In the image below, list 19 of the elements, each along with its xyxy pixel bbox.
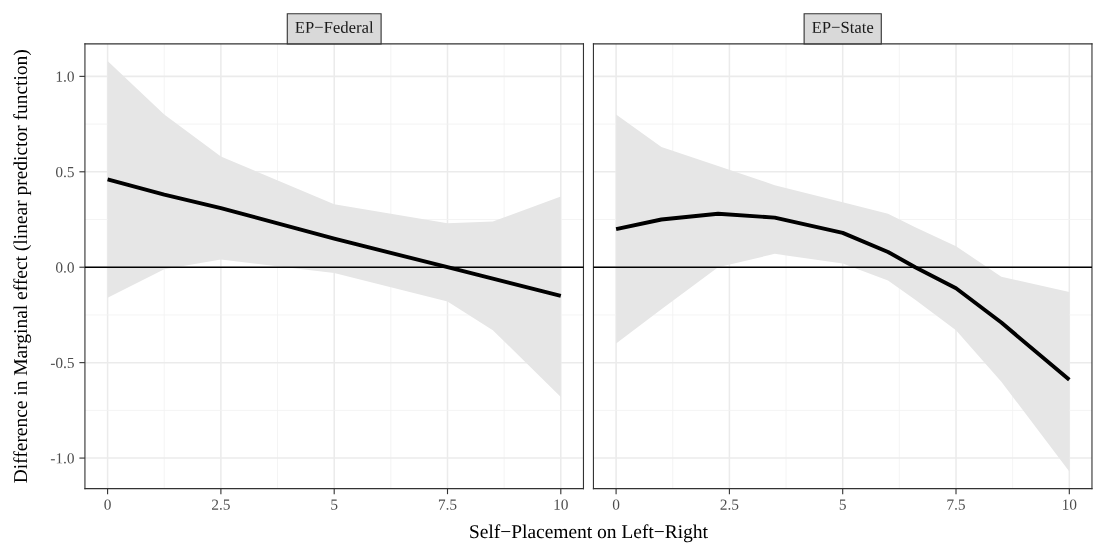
x-tick-label: 0 bbox=[104, 499, 111, 510]
chart-title: EP−State bbox=[812, 21, 874, 33]
x-tick-label: 5 bbox=[331, 499, 338, 510]
y-tick-label: 0.0 bbox=[56, 262, 74, 273]
chart-title: EP−Federal bbox=[295, 21, 374, 33]
y-tick-label: 0.5 bbox=[56, 166, 74, 178]
x-tick-label: 2.5 bbox=[720, 499, 739, 510]
y-axis-title: Difference in Marginal effect (linear predictor function) bbox=[13, 50, 32, 483]
x-tick-label: 2.5 bbox=[212, 499, 230, 510]
x-tick-label: 7.5 bbox=[438, 499, 457, 510]
x-tick-label: 10 bbox=[554, 499, 568, 510]
x-tick-label: 7.5 bbox=[947, 499, 965, 510]
x-tick-label: 5 bbox=[839, 499, 846, 510]
x-tick-label: 10 bbox=[1063, 499, 1077, 510]
x-tick-label: 0 bbox=[612, 499, 620, 510]
y-tick-label: 1.0 bbox=[56, 71, 74, 82]
y-tick-label: -1.0 bbox=[50, 453, 74, 464]
x-axis-title: Self−Placement on Left−Right bbox=[470, 524, 708, 543]
y-tick-label: -0.5 bbox=[50, 357, 74, 369]
